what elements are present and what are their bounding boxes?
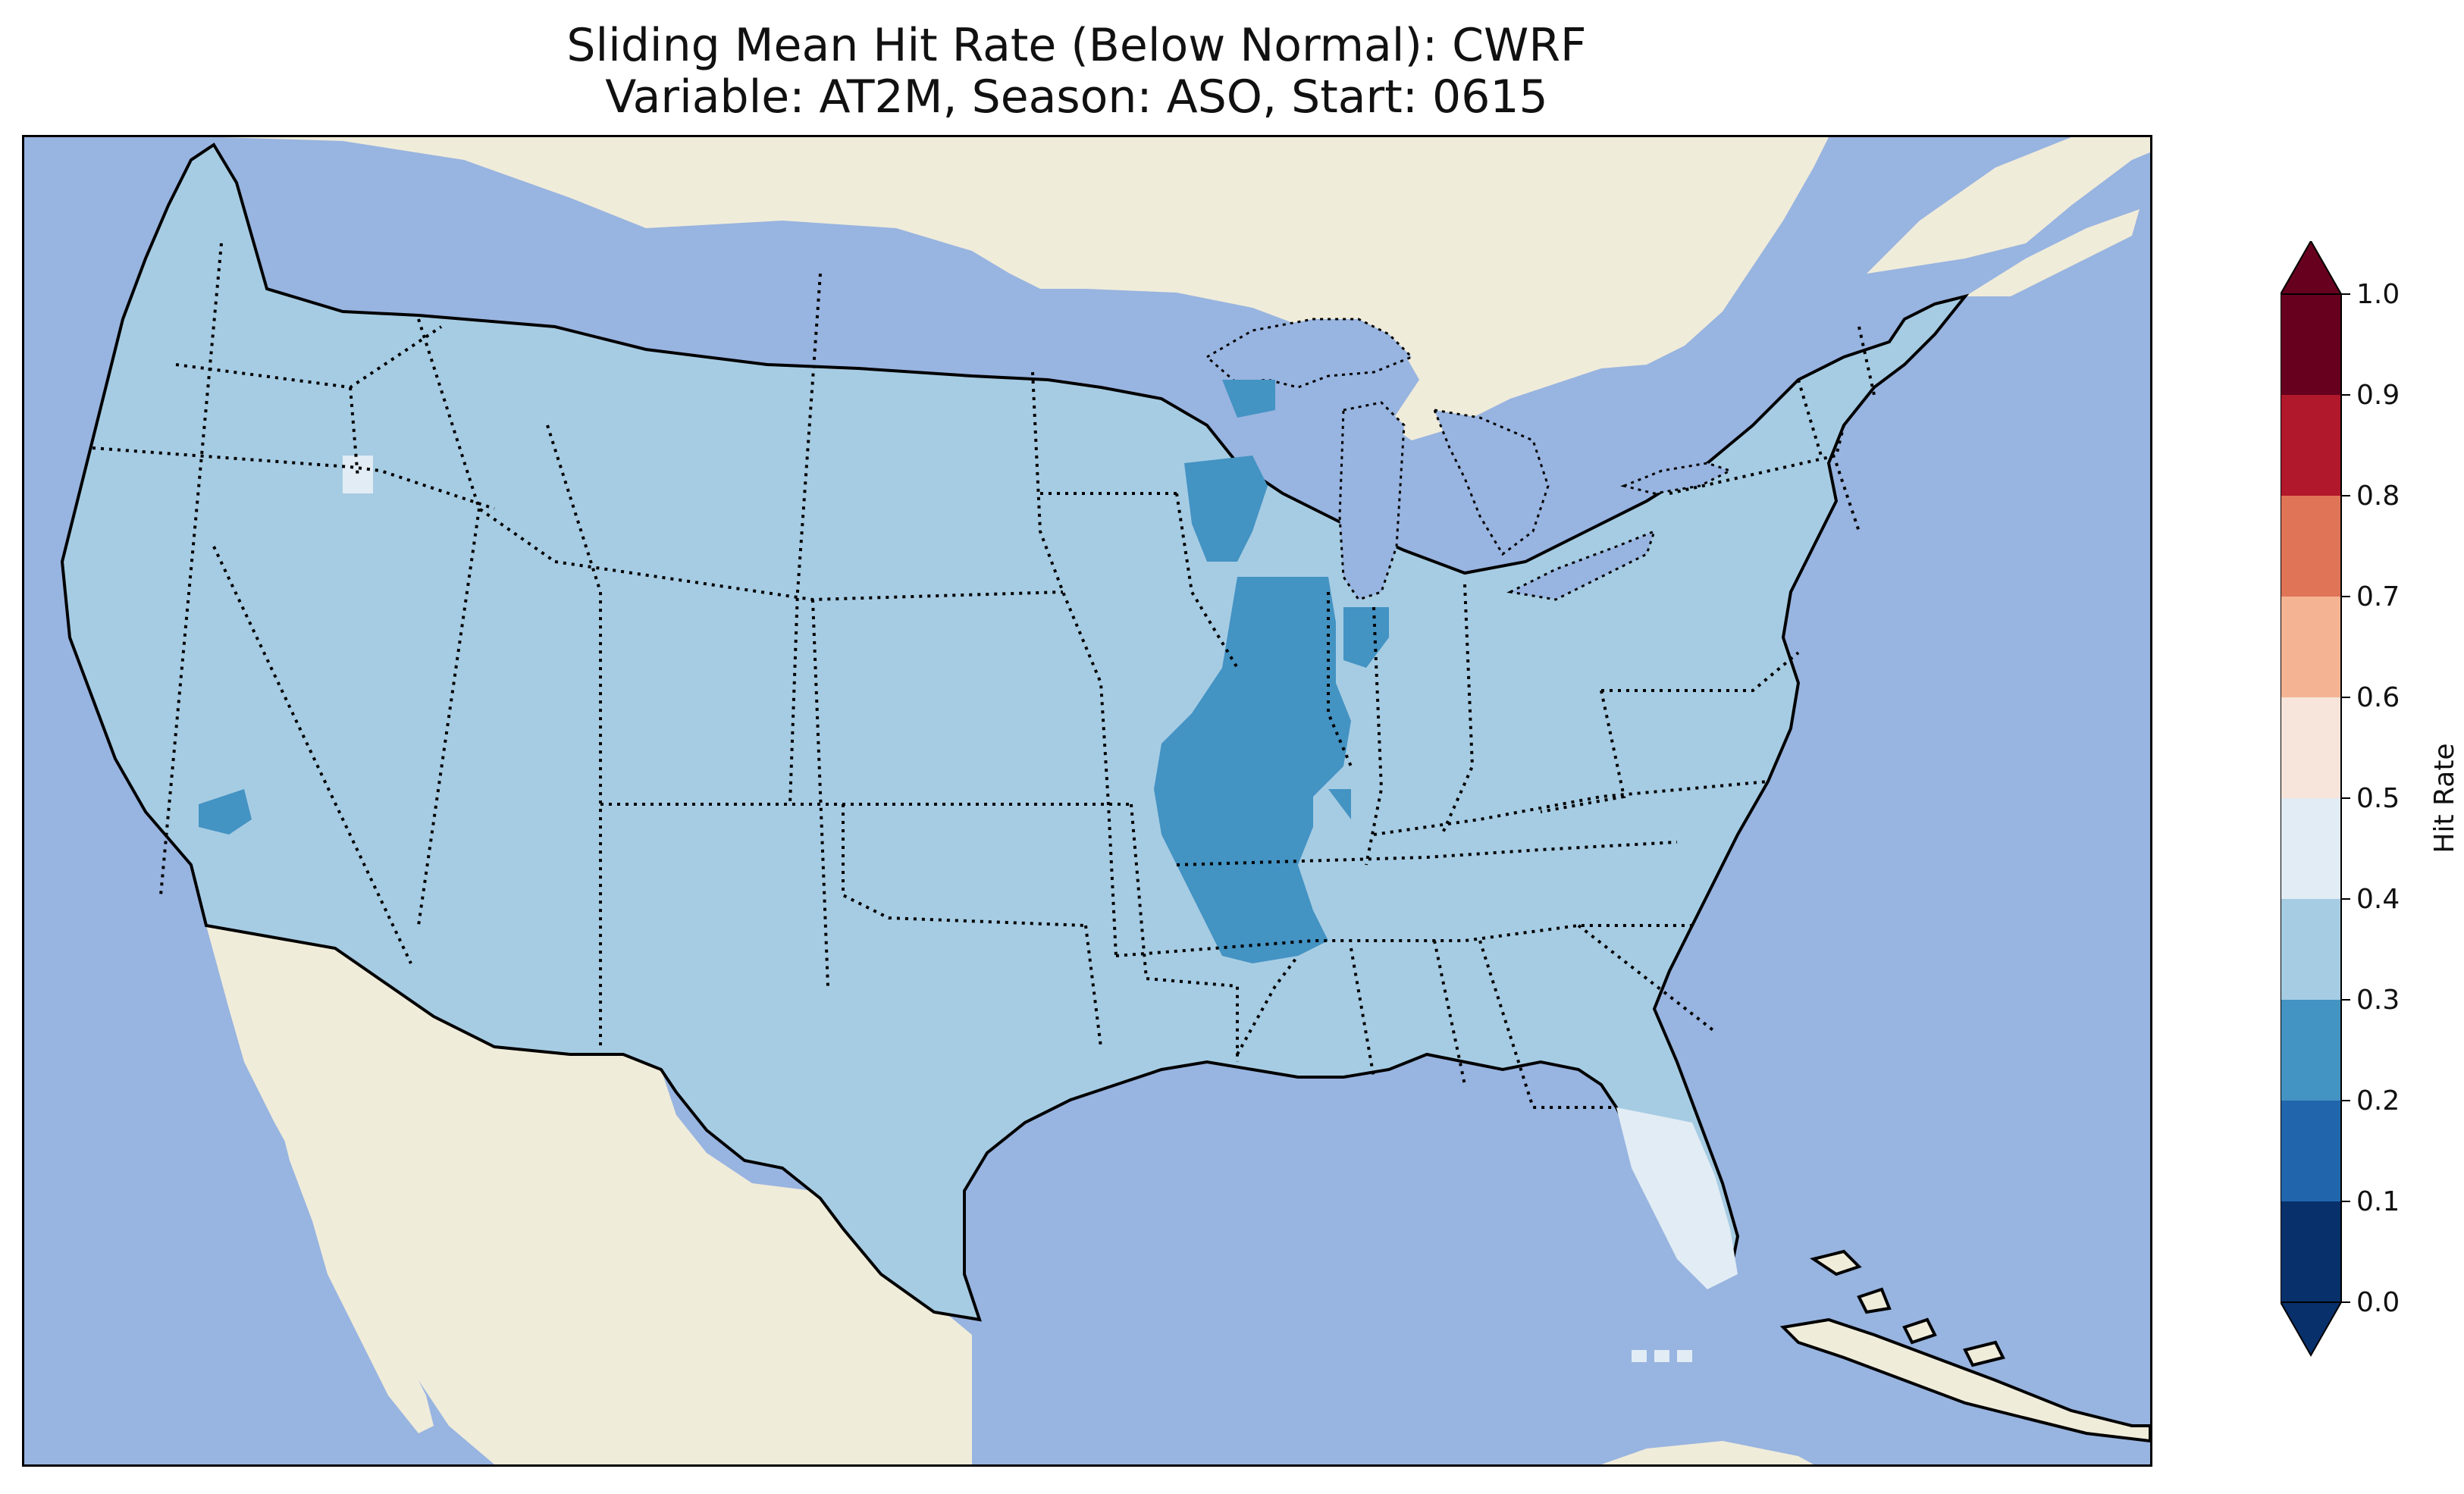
colorbar-tick-label-4: 0.4 <box>2356 884 2400 915</box>
colorbar-bin-7 <box>2281 496 2341 597</box>
chart-title-line-2: Variable: AT2M, Season: ASO, Start: 0615 <box>605 70 1548 124</box>
california-low-hit-area <box>199 789 252 835</box>
yucatan-land <box>1601 1441 1814 1464</box>
colorbar: 0.0 0.1 0.2 0.3 0.4 0.5 0.6 0.7 0.8 0.9 1.0 Hit Ra… <box>2279 239 2462 1366</box>
baja-california-land <box>259 1009 434 1433</box>
florida-keys-cell-3 <box>1677 1350 1692 1362</box>
colorbar-tick-label-3: 0.3 <box>2356 985 2400 1016</box>
colorbar-tick-label-1: 0.1 <box>2356 1186 2400 1217</box>
colorbar-tick-label-0: 0.0 <box>2356 1287 2400 1318</box>
midwest-low-hit-area <box>1154 577 1351 963</box>
canada-land <box>176 137 1829 440</box>
colorbar-bins <box>2281 294 2341 1302</box>
colorbar-bin-6 <box>2281 597 2341 697</box>
great-lakes <box>1205 318 1733 601</box>
colorbar-tick-label-8: 0.8 <box>2356 481 2400 512</box>
colorbar-tick-label-9: 0.9 <box>2356 380 2400 411</box>
lake-erie <box>1506 529 1657 601</box>
class-0.2-0.3-areas <box>199 380 1389 963</box>
florida-keys-cell-2 <box>1654 1350 1669 1362</box>
map-panel <box>22 135 2152 1467</box>
map-svg <box>24 137 2150 1464</box>
colorbar-bin-4 <box>2281 798 2341 899</box>
nova-scotia-land <box>1965 209 2140 296</box>
colorbar-bin-5 <box>2281 697 2341 798</box>
colorbar-tick-label-2: 0.2 <box>2356 1085 2400 1117</box>
state-borders <box>92 243 1876 1109</box>
florida-keys-cell-1 <box>1632 1350 1647 1362</box>
colorbar-bin-3 <box>2281 899 2341 1000</box>
lake-ontario <box>1620 462 1733 495</box>
chart-title-line-1: Sliding Mean Hit Rate (Below Normal): CW… <box>566 19 1587 72</box>
lake-huron <box>1432 409 1550 556</box>
class-0.4-0.5-areas <box>343 456 1738 1362</box>
colorbar-bin-8 <box>2281 395 2341 496</box>
upper-peninsula-low-hit-area <box>1222 380 1275 418</box>
colorbar-tick-label-10: 1.0 <box>2356 279 2400 310</box>
florida-high-hit-area <box>1616 1107 1738 1289</box>
lake-michigan <box>1338 401 1406 601</box>
colorbar-bin-0 <box>2281 1201 2341 1302</box>
colorbar-bin-9 <box>2281 294 2341 395</box>
bahamas-islands <box>1810 1249 2005 1367</box>
indiana-low-hit-area <box>1343 607 1389 668</box>
wisconsin-low-hit-area <box>1184 456 1268 562</box>
idaho-high-hit-area <box>343 456 373 493</box>
cuba-land <box>1779 1317 2150 1443</box>
colorbar-extend-max <box>2279 239 2343 295</box>
colorbar-tick-label-7: 0.7 <box>2356 581 2400 612</box>
mexico-land <box>206 926 972 1464</box>
kentucky-low-hit-area <box>1328 789 1351 819</box>
colorbar-bin-1 <box>2281 1101 2341 1201</box>
colorbar-ticks: 0.0 0.1 0.2 0.3 0.4 0.5 0.6 0.7 0.8 0.9 1.0 <box>2341 279 2400 1318</box>
colorbar-bin-2 <box>2281 1000 2341 1101</box>
colorbar-label: Hit Rate <box>2429 743 2460 853</box>
colorbar-tick-label-5: 0.5 <box>2356 783 2400 814</box>
maritimes-land <box>1867 137 2150 274</box>
colorbar-svg: 0.0 0.1 0.2 0.3 0.4 0.5 0.6 0.7 0.8 0.9 1.0 Hit Ra… <box>2279 239 2460 1358</box>
colorbar-extend-min <box>2279 1301 2343 1358</box>
colorbar-tick-label-6: 0.6 <box>2356 682 2400 713</box>
